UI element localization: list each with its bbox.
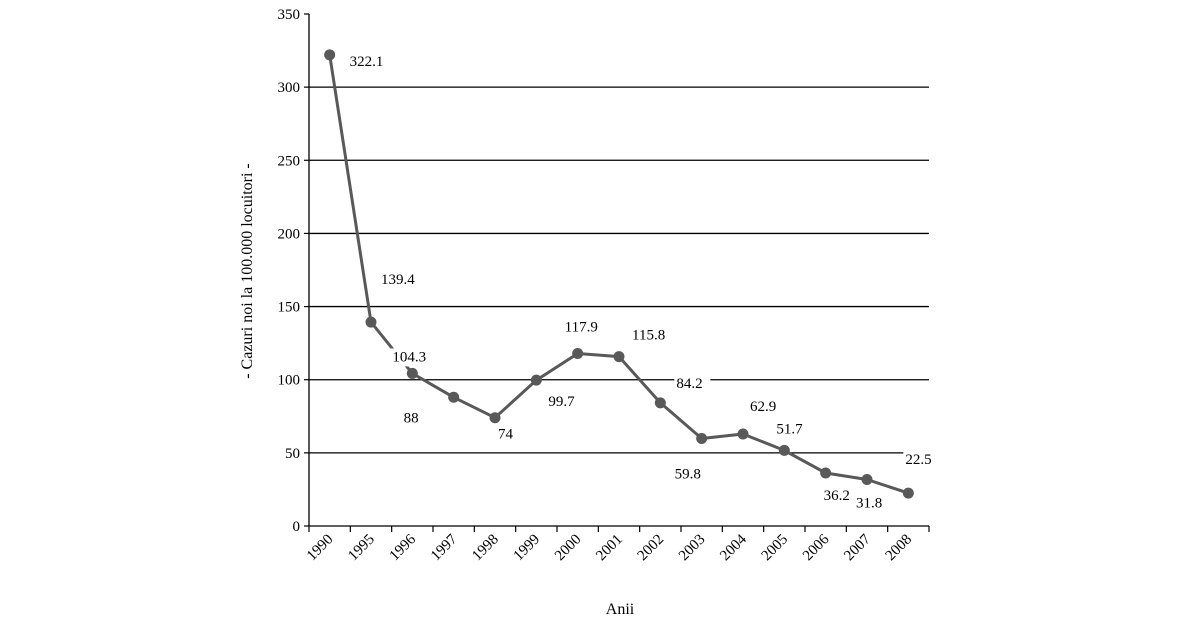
data-point-marker xyxy=(820,467,832,479)
data-label: 88 xyxy=(404,410,419,426)
data-point-marker xyxy=(448,391,460,403)
data-label-background xyxy=(774,420,811,439)
y-tick-label: 200 xyxy=(278,226,301,242)
data-point-marker xyxy=(572,348,584,360)
data-label: 139.4 xyxy=(381,272,415,288)
x-tick-label: 1996 xyxy=(387,531,420,564)
data-label-background xyxy=(401,409,422,428)
data-label-background xyxy=(379,271,423,290)
y-tick-label: 250 xyxy=(278,153,301,169)
data-label: 62.9 xyxy=(750,399,776,415)
data-point-marker xyxy=(861,473,873,485)
data-label: 99.7 xyxy=(548,394,575,410)
x-tick-label: 2008 xyxy=(883,532,916,565)
data-label: 22.5 xyxy=(905,452,931,468)
x-tick-label: 2002 xyxy=(635,532,668,565)
data-label: 84.2 xyxy=(676,376,702,392)
x-tick-label: 2006 xyxy=(800,531,833,564)
data-series xyxy=(324,49,914,499)
data-label-background xyxy=(347,52,392,71)
data-label-background xyxy=(562,318,607,337)
data-label: 115.8 xyxy=(632,328,665,344)
data-label-background xyxy=(748,397,784,416)
data-point-marker xyxy=(489,412,501,424)
y-tick-label: 100 xyxy=(278,373,301,389)
x-tick-label: 1990 xyxy=(304,532,337,565)
data-label-background xyxy=(496,425,516,444)
data-point-marker xyxy=(365,316,377,328)
data-label-background xyxy=(821,487,858,506)
data-label: 51.7 xyxy=(776,421,803,437)
y-tick-label: 0 xyxy=(293,519,301,535)
y-tick-label: 300 xyxy=(278,80,301,96)
y-tick-label: 50 xyxy=(285,446,300,462)
x-tick-label: 1998 xyxy=(469,532,502,565)
data-label: 36.2 xyxy=(824,488,850,504)
data-point-marker xyxy=(696,433,708,445)
data-label-background xyxy=(903,451,940,470)
data-label: 59.8 xyxy=(675,467,701,483)
y-tick-label: 150 xyxy=(278,300,301,316)
data-point-marker xyxy=(902,487,914,499)
data-point-marker xyxy=(737,428,749,440)
x-tick-label: 2003 xyxy=(676,532,709,565)
x-tick-label: 2007 xyxy=(841,531,874,564)
x-tick-label: 2004 xyxy=(717,531,750,564)
data-label: 104.3 xyxy=(392,349,426,365)
x-tick-label: 1997 xyxy=(428,531,461,564)
data-label-background xyxy=(390,348,435,367)
data-label-background xyxy=(854,494,890,513)
x-tick-label: 1995 xyxy=(345,532,378,565)
data-point-marker xyxy=(530,374,542,386)
data-label: 322.1 xyxy=(350,54,384,70)
x-tick-label: 2005 xyxy=(759,532,792,565)
data-point-marker xyxy=(654,397,666,409)
data-label: 31.8 xyxy=(856,495,882,511)
x-axis-title: Anii xyxy=(606,601,635,618)
data-label-background xyxy=(672,465,709,484)
data-label: 117.9 xyxy=(565,320,598,336)
grid-lines xyxy=(309,86,929,454)
data-label-background xyxy=(674,374,711,393)
data-point-marker xyxy=(324,49,336,61)
data-point-marker xyxy=(406,367,418,379)
x-tick-label: 2000 xyxy=(552,532,585,565)
x-tick-label: 1999 xyxy=(511,532,544,565)
data-label-background xyxy=(546,393,583,412)
data-label: 74 xyxy=(498,427,514,443)
data-label-background xyxy=(630,326,674,345)
y-tick-label: 350 xyxy=(278,7,301,23)
data-point-marker xyxy=(778,444,790,456)
data-labels: 322.1 139.4 104.3 88 74 99.7 117.9 115.8 84.2 59.… xyxy=(347,52,940,513)
data-point-marker xyxy=(613,351,625,363)
x-tick-label: 2001 xyxy=(593,532,626,565)
y-axis-title: - Cazuri noi la 100.000 locuitori - xyxy=(239,163,256,379)
